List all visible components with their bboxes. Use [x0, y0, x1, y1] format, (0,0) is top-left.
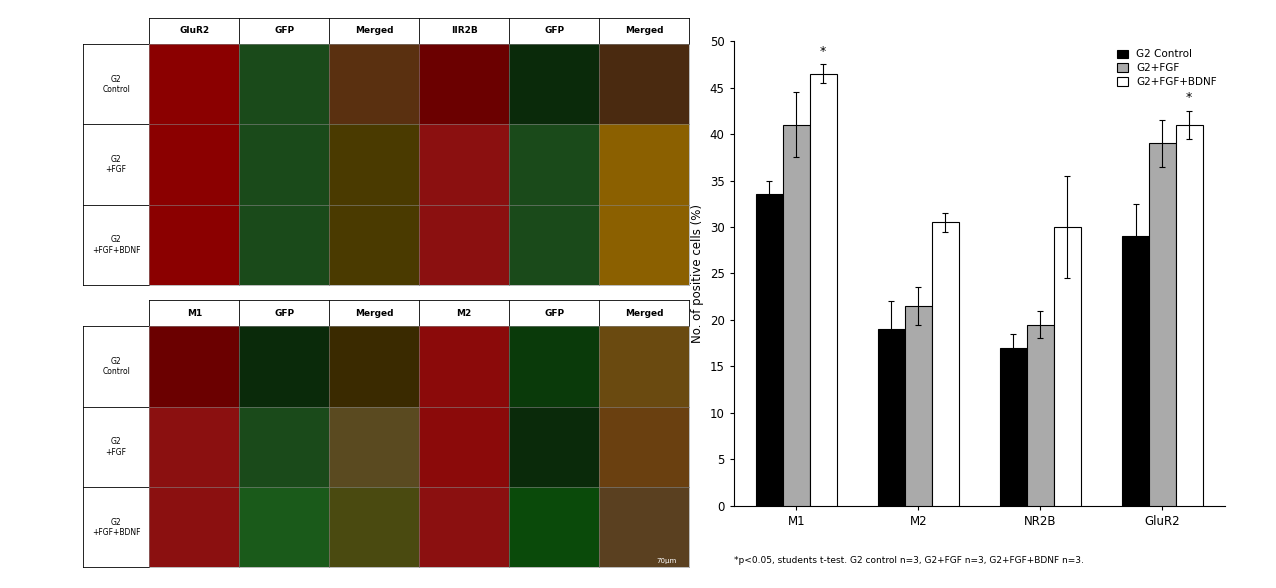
Text: M2: M2	[457, 309, 472, 318]
Text: *p<0.05, students t-test. G2 control n=3, G2+FGF n=3, G2+FGF+BDNF n=3.: *p<0.05, students t-test. G2 control n=3…	[734, 556, 1083, 564]
Bar	[1175, 125, 1202, 506]
Bar	[1054, 227, 1081, 506]
Bar	[1148, 143, 1175, 506]
Text: Merged: Merged	[355, 309, 393, 318]
Text: G2
Control: G2 Control	[102, 357, 130, 376]
Legend: G2 Control, G2+FGF, G2+FGF+BDNF: G2 Control, G2+FGF, G2+FGF+BDNF	[1114, 46, 1220, 90]
Bar	[878, 329, 905, 506]
Text: Merged: Merged	[625, 26, 664, 35]
Text: G2
+FGF: G2 +FGF	[106, 437, 126, 456]
Text: *: *	[1187, 91, 1192, 104]
Y-axis label: No. of positive cells (%): No. of positive cells (%)	[692, 204, 704, 343]
Bar	[905, 306, 931, 506]
Text: 70μm: 70μm	[656, 559, 676, 564]
Text: *: *	[820, 45, 827, 58]
Bar	[1122, 236, 1148, 506]
Text: Merged: Merged	[625, 309, 664, 318]
Bar	[1000, 348, 1027, 506]
Text: G2
+FGF+BDNF: G2 +FGF+BDNF	[92, 517, 140, 537]
Text: GFP: GFP	[274, 26, 295, 35]
Bar	[755, 195, 783, 506]
Text: G2
Control: G2 Control	[102, 75, 130, 94]
Text: G2
+FGF+BDNF: G2 +FGF+BDNF	[92, 235, 140, 255]
Text: M1: M1	[186, 309, 202, 318]
Bar	[783, 125, 810, 506]
Text: GFP: GFP	[544, 309, 564, 318]
Text: IIR2B: IIR2B	[450, 26, 477, 35]
Text: GFP: GFP	[544, 26, 564, 35]
Text: GluR2: GluR2	[179, 26, 209, 35]
Text: Merged: Merged	[355, 26, 393, 35]
Bar	[1027, 325, 1054, 506]
Bar	[810, 74, 837, 506]
Text: G2
+FGF: G2 +FGF	[106, 155, 126, 174]
Bar	[931, 222, 958, 506]
Text: GFP: GFP	[274, 309, 295, 318]
